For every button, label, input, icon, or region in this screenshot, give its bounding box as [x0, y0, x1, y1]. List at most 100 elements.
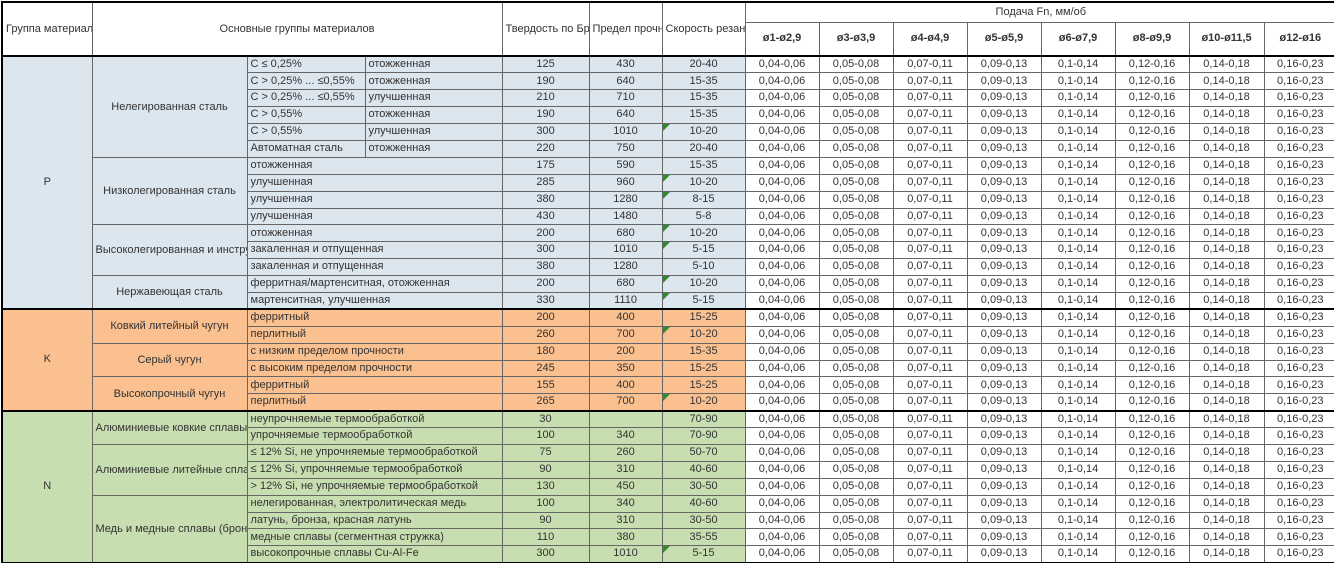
- strength-cell: 200: [588, 342, 663, 361]
- strength-cell: 260: [588, 443, 663, 462]
- strength-cell: 750: [588, 139, 663, 158]
- cutting-speed-cell: 5-15: [661, 545, 746, 563]
- cutting-speed-cell: 10-20: [661, 224, 746, 243]
- feed-value-cell: 0,09-0,13: [966, 190, 1042, 209]
- feed-value-cell: 0,07-0,11: [892, 139, 968, 158]
- feed-value-cell: 0,12-0,16: [1114, 427, 1190, 445]
- cutting-speed-cell: 15-25: [661, 359, 746, 378]
- feed-value-cell: 0,14-0,18: [1188, 190, 1265, 209]
- feed-value-cell: 0,07-0,11: [892, 89, 968, 108]
- group-code-cell: P: [1, 54, 93, 310]
- feed-value-cell: 0,12-0,16: [1114, 275, 1190, 293]
- feed-value-cell: 0,1-0,14: [1040, 207, 1116, 226]
- hardness-cell: 75: [501, 443, 590, 462]
- table-row: C > 0,55% улучшенная 300 1010 10-20 0,04-0,06…: [2, 123, 1334, 141]
- feed-value-cell: 0,05-0,08: [818, 393, 894, 412]
- cutting-speed-cell: 8-15: [661, 190, 746, 209]
- feed-value-cell: 0,16-0,23: [1263, 89, 1334, 108]
- table-row: закаленная и отпущенная 300 1010 5-15 0,04-0…: [2, 241, 1334, 260]
- feed-value-cell: 0,14-0,18: [1188, 258, 1265, 277]
- feed-value-cell: 0,12-0,16: [1114, 258, 1190, 277]
- feed-value-cell: 0,04-0,06: [744, 494, 820, 513]
- group-code-cell: K: [1, 308, 93, 412]
- feed-value-cell: 0,1-0,14: [1040, 72, 1116, 91]
- hardness-cell: 30: [501, 409, 590, 429]
- feed-value-cell: 0,16-0,23: [1263, 376, 1334, 395]
- feed-value-cell: 0,07-0,11: [892, 241, 968, 260]
- feed-value-cell: 0,05-0,08: [818, 494, 894, 513]
- feed-value-cell: 0,12-0,16: [1114, 494, 1190, 513]
- material-detail-cell: латунь, бронза, красная латунь: [246, 511, 503, 530]
- feed-value-cell: 0,12-0,16: [1114, 308, 1190, 327]
- feed-value-cell: 0,16-0,23: [1263, 291, 1334, 310]
- family-name-cell: Ковкий литейный чугун: [91, 308, 248, 344]
- feed-value-cell: 0,16-0,23: [1263, 443, 1334, 462]
- table-row: C > 0,25% ... ≤0,55% отожженная 190 640 15-3…: [2, 72, 1334, 91]
- table-row: улучшенная 430 1480 5-8 0,04-0,06 0,05-0,08 0,…: [2, 207, 1334, 226]
- feed-value-cell: 0,14-0,18: [1188, 494, 1265, 513]
- comment-marker-icon: [663, 242, 670, 250]
- feed-value-cell: 0,12-0,16: [1114, 106, 1190, 125]
- comment-marker-icon: [663, 225, 670, 233]
- material-detail-cell: с высоким пределом прочности: [246, 359, 503, 378]
- feed-value-cell: 0,16-0,23: [1263, 477, 1334, 496]
- strength-cell: 1280: [588, 190, 663, 209]
- feed-value-cell: 0,09-0,13: [966, 494, 1042, 513]
- feed-value-cell: 0,12-0,16: [1114, 443, 1190, 462]
- feed-value-cell: 0,07-0,11: [892, 207, 968, 226]
- family-name-cell: Высоколегированная и инструментальная ст…: [91, 224, 248, 277]
- table-row: > 12% Si, не упрочняемые термообработкой…: [2, 477, 1334, 496]
- hardness-cell: 90: [501, 460, 590, 479]
- feed-value-cell: 0,04-0,06: [744, 325, 820, 344]
- feed-value-cell: 0,07-0,11: [892, 308, 968, 327]
- hardness-cell: 155: [501, 376, 590, 395]
- cutting-speed-cell: 5-10: [661, 258, 746, 277]
- feed-value-cell: 0,14-0,18: [1188, 123, 1265, 141]
- material-detail-cell: ферритная/мартенситная, отожженная: [246, 275, 503, 293]
- feed-value-cell: 0,12-0,16: [1114, 528, 1190, 547]
- comment-marker-icon: [663, 192, 670, 199]
- strength-cell: 350: [588, 359, 663, 378]
- feed-value-cell: 0,14-0,18: [1188, 359, 1265, 378]
- feed-value-cell: 0,1-0,14: [1040, 123, 1116, 141]
- feed-value-cell: 0,12-0,16: [1114, 156, 1190, 175]
- feed-value-cell: 0,04-0,06: [744, 156, 820, 175]
- header-feed-title: Подача Fn, мм/об: [744, 1, 1334, 23]
- cutting-speed-cell: 15-25: [661, 308, 746, 327]
- material-detail-cell: перлитный: [246, 325, 503, 344]
- material-state-cell: отожженная: [364, 106, 503, 125]
- feed-value-cell: 0,07-0,11: [892, 123, 968, 141]
- feed-value-cell: 0,05-0,08: [818, 409, 894, 429]
- feed-value-cell: 0,04-0,06: [744, 275, 820, 293]
- hardness-cell: 200: [501, 224, 590, 243]
- material-detail-cell: неупрочняемые термообработкой: [246, 409, 503, 429]
- feed-value-cell: 0,1-0,14: [1040, 494, 1116, 513]
- hardness-cell: 265: [501, 393, 590, 412]
- strength-cell: 450: [588, 477, 663, 496]
- feed-value-cell: 0,14-0,18: [1188, 173, 1265, 192]
- strength-cell: 680: [588, 224, 663, 243]
- feed-value-cell: 0,16-0,23: [1263, 359, 1334, 378]
- feed-value-cell: 0,1-0,14: [1040, 460, 1116, 479]
- feed-value-cell: 0,12-0,16: [1114, 511, 1190, 530]
- feed-value-cell: 0,07-0,11: [892, 477, 968, 496]
- comment-marker-icon: [663, 293, 670, 300]
- cutting-speed-cell: 70-90: [661, 409, 746, 429]
- feed-value-cell: 0,09-0,13: [966, 106, 1042, 125]
- hardness-cell: 430: [501, 207, 590, 226]
- strength-cell: 710: [588, 89, 663, 108]
- table-row: Алюминиевые литейные сплавы ≤ 12% Si, не …: [2, 443, 1334, 496]
- feed-value-cell: 0,14-0,18: [1188, 291, 1265, 310]
- material-detail-cell: улучшенная: [246, 207, 503, 226]
- hardness-cell: 90: [501, 511, 590, 530]
- strength-cell: [588, 409, 663, 429]
- strength-cell: 700: [588, 325, 663, 344]
- table-row: Высокопрочный чугун ферритный 155 400 15-25 0…: [2, 376, 1334, 412]
- feed-value-cell: 0,1-0,14: [1040, 106, 1116, 125]
- material-detail-cell: улучшенная: [246, 190, 503, 209]
- family-name-cell: Алюминиевые ковкие сплавы: [91, 409, 248, 445]
- feed-value-cell: 0,04-0,06: [744, 224, 820, 243]
- material-detail-cell: ≤ 12% Si, не упрочняемые термообработкой: [246, 443, 503, 462]
- feed-value-cell: 0,05-0,08: [818, 528, 894, 547]
- header-feed-diameter-range: ø3-ø3,9: [818, 21, 894, 57]
